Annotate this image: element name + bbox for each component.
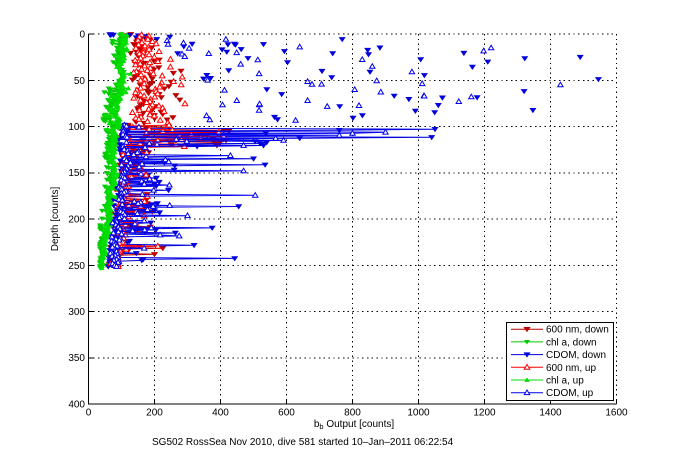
svg-text:1000: 1000	[407, 408, 430, 419]
svg-text:0: 0	[79, 30, 85, 41]
svg-text:600: 600	[278, 408, 295, 419]
svg-text:SG502 RossSea Nov 2010, dive 5: SG502 RossSea Nov 2010, dive 581 started…	[152, 437, 454, 448]
svg-text:50: 50	[74, 76, 86, 87]
svg-text:800: 800	[344, 408, 361, 419]
svg-text:600 nm, down: 600 nm, down	[546, 325, 609, 336]
svg-text:200: 200	[146, 408, 163, 419]
svg-text:CDOM, up: CDOM, up	[546, 388, 594, 399]
svg-text:400: 400	[68, 400, 85, 411]
svg-text:1600: 1600	[605, 408, 628, 419]
svg-text:chl a, down: chl a, down	[546, 337, 597, 348]
svg-text:400: 400	[212, 408, 229, 419]
svg-text:300: 300	[68, 307, 85, 318]
svg-text:Depth [counts]: Depth [counts]	[50, 187, 61, 252]
svg-text:chl a, up: chl a, up	[546, 376, 584, 387]
svg-text:1400: 1400	[539, 408, 562, 419]
svg-text:250: 250	[68, 261, 85, 272]
svg-text:350: 350	[68, 353, 85, 364]
svg-text:1200: 1200	[473, 408, 496, 419]
svg-text:150: 150	[68, 168, 85, 179]
svg-text:600 nm, up: 600 nm, up	[546, 363, 596, 374]
svg-text:100: 100	[68, 122, 85, 133]
svg-text:0: 0	[86, 408, 92, 419]
svg-text:CDOM, down: CDOM, down	[546, 350, 606, 361]
svg-text:bb Output [counts]: bb Output [counts]	[314, 419, 395, 431]
svg-text:200: 200	[68, 215, 85, 226]
